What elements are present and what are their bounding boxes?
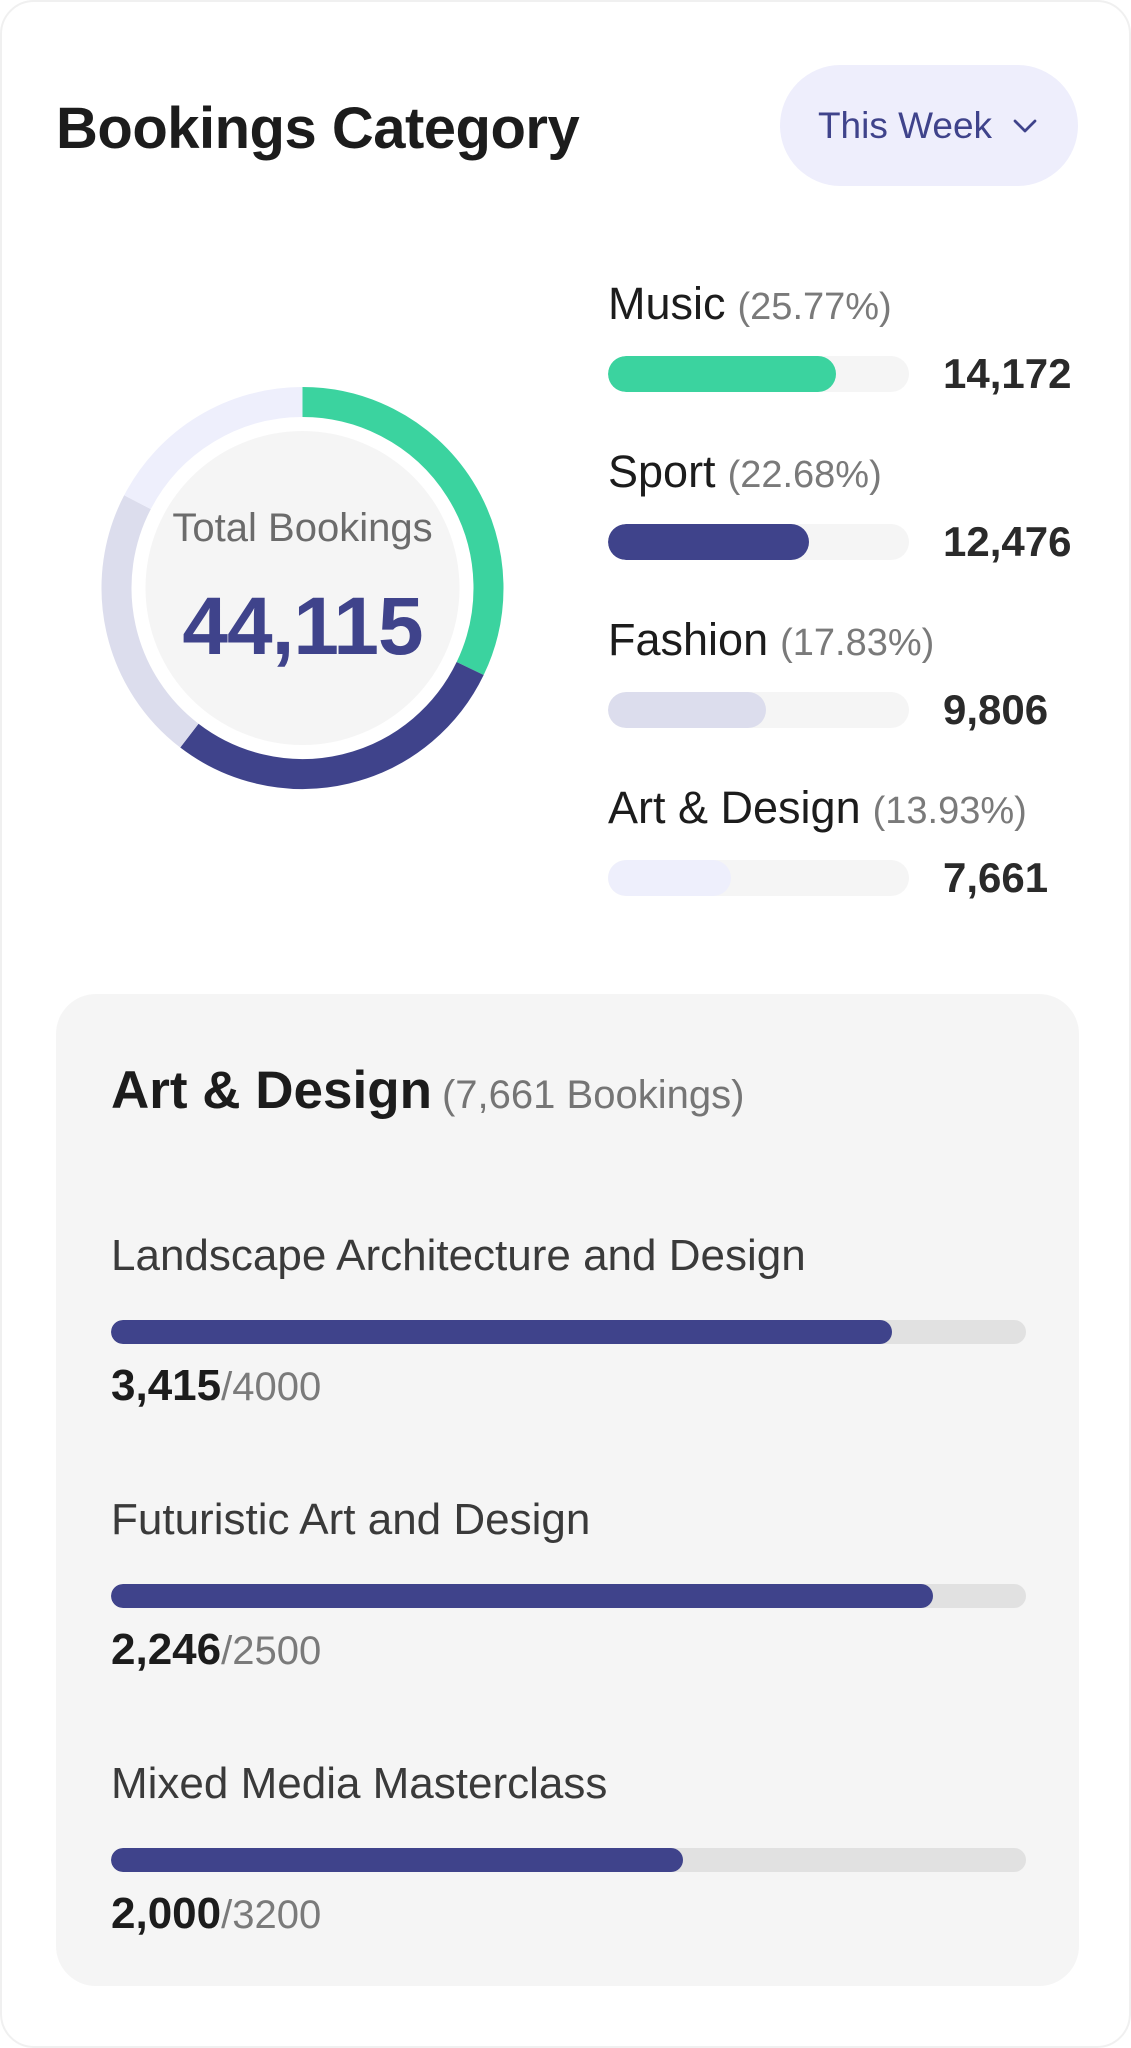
detail-item-total: /3200 xyxy=(221,1893,322,1937)
period-dropdown[interactable]: This Week xyxy=(780,65,1078,186)
detail-item: Mixed Media Masterclass 2,000/3200 xyxy=(111,1754,1026,1974)
period-dropdown-label: This Week xyxy=(817,104,993,146)
total-bookings-label: Total Bookings xyxy=(172,506,433,550)
category-detail-panel: Art & Design (7,661 Bookings) Landscape A… xyxy=(56,994,1079,1986)
detail-title: Art & Design xyxy=(111,1061,432,1120)
total-bookings-value: 44,115 xyxy=(182,581,423,672)
detail-item-total: /4000 xyxy=(221,1365,322,1409)
legend-item-sport[interactable]: Sport (22.68%) 12,476 xyxy=(608,442,1088,572)
detail-item-value: 2,246 xyxy=(111,1625,222,1674)
detail-item-name: Mixed Media Masterclass xyxy=(111,1759,608,1808)
detail-item: Futuristic Art and Design 2,246/2500 xyxy=(111,1490,1026,1710)
legend-item-value: 9,806 xyxy=(943,686,1049,733)
legend-progress-fill xyxy=(608,692,766,728)
legend-progress-track xyxy=(608,356,909,392)
legend-item-fashion[interactable]: Fashion (17.83%) 9,806 xyxy=(608,610,1088,740)
detail-item-value: 3,415 xyxy=(111,1361,222,1410)
donut-segment-fashion[interactable] xyxy=(101,495,199,748)
legend-progress-fill xyxy=(608,524,809,560)
detail-progress-track xyxy=(111,1848,1026,1872)
legend-progress-track xyxy=(608,524,909,560)
detail-item-value: 2,000 xyxy=(111,1889,222,1938)
legend-progress-track xyxy=(608,692,909,728)
legend-item-percent: (13.93%) xyxy=(872,790,1027,832)
legend-progress-fill xyxy=(608,356,837,392)
legend-item-percent: (22.68%) xyxy=(727,454,882,496)
detail-item-count: 2,246/2500 xyxy=(111,1620,321,1690)
detail-item-total: /2500 xyxy=(221,1629,322,1673)
legend-progress-track xyxy=(608,860,909,896)
legend-item-value: 7,661 xyxy=(943,854,1049,901)
donut-inner-disc xyxy=(145,431,460,745)
legend-item-name: Music xyxy=(608,278,726,329)
detail-header: Art & Design (7,661 Bookings) xyxy=(111,1056,744,1139)
detail-item-count: 3,415/4000 xyxy=(111,1356,321,1426)
legend-item-value: 14,172 xyxy=(943,350,1072,397)
bookings-donut-chart: Total Bookings 44,115 xyxy=(90,338,515,838)
detail-progress-fill xyxy=(111,1848,683,1872)
donut-svg xyxy=(101,387,504,789)
legend-item-name: Fashion xyxy=(608,614,769,665)
detail-progress-track xyxy=(111,1584,1026,1608)
detail-progress-fill xyxy=(111,1320,893,1344)
detail-item-name: Futuristic Art and Design xyxy=(111,1495,591,1544)
legend-item-percent: (17.83%) xyxy=(780,622,935,664)
detail-item-name: Landscape Architecture and Design xyxy=(111,1231,806,1280)
legend-item-music[interactable]: Music (25.77%) 14,172 xyxy=(608,274,1088,404)
detail-item-count: 2,000/3200 xyxy=(111,1884,321,1954)
legend-progress-fill xyxy=(608,860,732,896)
card-title: Bookings Category xyxy=(56,96,580,161)
legend-item-name: Sport xyxy=(608,446,716,497)
donut-segment-music[interactable] xyxy=(302,387,504,676)
donut-segment-sport[interactable] xyxy=(180,661,484,789)
legend-item-percent: (25.77%) xyxy=(737,286,892,328)
legend-item-value: 12,476 xyxy=(943,518,1072,565)
detail-item: Landscape Architecture and Design 3,415/… xyxy=(111,1226,1026,1446)
detail-subtitle: (7,661 Bookings) xyxy=(441,1073,745,1117)
legend-item-art-design[interactable]: Art & Design (13.93%) 7,661 xyxy=(608,778,1088,908)
donut-segment-art-design[interactable] xyxy=(124,387,303,510)
detail-progress-track xyxy=(111,1320,1026,1344)
detail-progress-fill xyxy=(111,1584,933,1608)
legend-item-name: Art & Design xyxy=(608,782,861,833)
chevron-down-icon xyxy=(1013,119,1037,132)
